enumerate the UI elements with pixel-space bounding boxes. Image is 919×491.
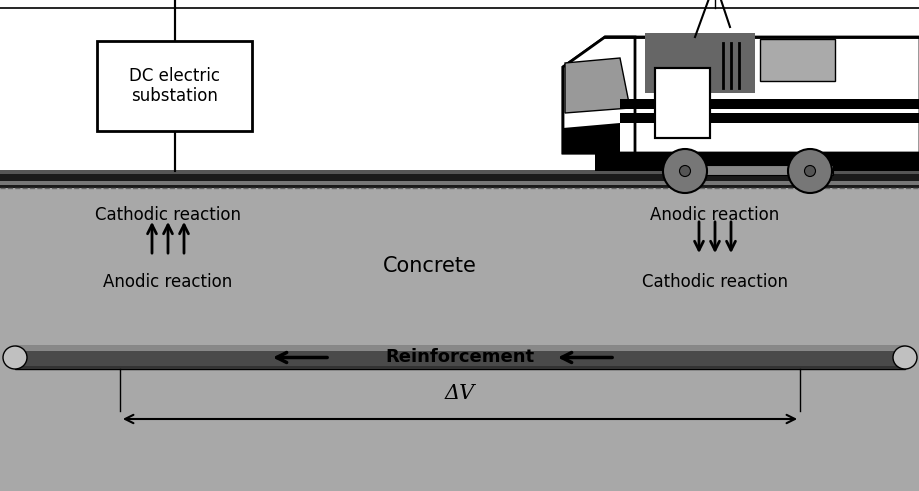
Polygon shape xyxy=(562,123,619,153)
Polygon shape xyxy=(564,58,630,113)
Polygon shape xyxy=(562,37,919,153)
Bar xyxy=(15,346,904,351)
Text: Concrete: Concrete xyxy=(382,256,476,276)
Text: Cathodic reaction: Cathodic reaction xyxy=(95,206,241,224)
FancyBboxPatch shape xyxy=(97,41,252,131)
Ellipse shape xyxy=(663,149,706,193)
Ellipse shape xyxy=(803,165,814,176)
Bar xyxy=(595,153,919,171)
Bar xyxy=(0,170,919,174)
Ellipse shape xyxy=(679,165,690,176)
Text: Cathodic reaction: Cathodic reaction xyxy=(641,273,788,291)
Text: DC electric
substation: DC electric substation xyxy=(130,67,221,106)
Bar xyxy=(619,99,919,109)
Polygon shape xyxy=(562,37,634,153)
Bar xyxy=(644,33,754,93)
Ellipse shape xyxy=(892,346,916,369)
Bar xyxy=(0,0,919,170)
Bar xyxy=(15,346,904,369)
Ellipse shape xyxy=(3,346,27,369)
Text: Anodic reaction: Anodic reaction xyxy=(103,273,233,291)
Text: Reinforcement: Reinforcement xyxy=(385,349,534,366)
Bar xyxy=(15,366,904,369)
Bar xyxy=(619,113,919,123)
Bar xyxy=(654,68,709,138)
Bar xyxy=(0,170,919,491)
Text: ΔV: ΔV xyxy=(445,384,474,403)
Bar xyxy=(654,68,709,138)
Ellipse shape xyxy=(788,149,831,193)
Text: Anodic reaction: Anodic reaction xyxy=(650,206,778,224)
Bar xyxy=(759,39,834,81)
Bar xyxy=(0,170,919,188)
Bar xyxy=(663,165,832,175)
Bar xyxy=(0,181,919,185)
